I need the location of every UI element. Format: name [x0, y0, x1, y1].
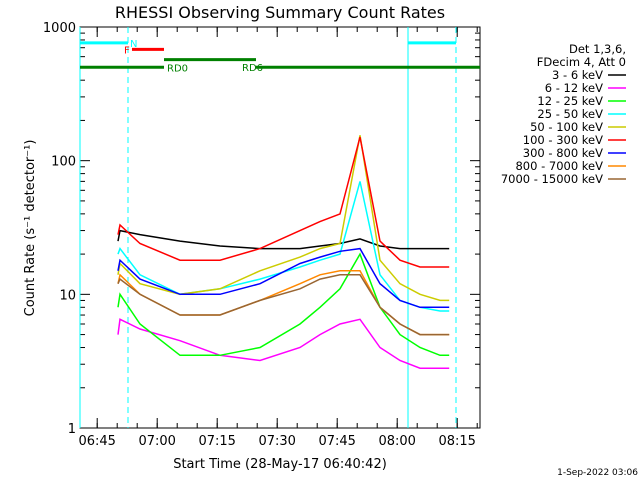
chart-title: RHESSI Observing Summary Count Rates — [115, 3, 445, 22]
series-line-6 — [117, 247, 450, 309]
legend-entry-label: 50 - 100 keV — [530, 120, 603, 134]
legend-entry-label: 25 - 50 keV — [537, 107, 603, 121]
x-tick-label: 08:15 — [438, 434, 475, 449]
series-line-0 — [117, 229, 450, 250]
legend-entry-label: 300 - 800 keV — [523, 146, 603, 160]
legend-entry-label: 7000 - 15000 keV — [501, 172, 603, 186]
y-axis-label: Count Rate (s⁻¹ detector⁻¹) — [23, 140, 38, 317]
x-tick-label: 07:15 — [198, 434, 235, 449]
legend-entry-label: 800 - 7000 keV — [515, 159, 603, 173]
footer-date: 1-Sep-2022 03:06 — [557, 468, 638, 478]
flag-label-rd6: RD6 — [242, 63, 263, 74]
series-line-7 — [117, 270, 450, 336]
flag-label-n: N — [130, 39, 137, 50]
x-tick-label: 08:00 — [378, 434, 415, 449]
y-tick-label: 10 — [59, 288, 76, 303]
legend-entry-label: 12 - 25 keV — [537, 94, 603, 108]
x-tick-label: 07:30 — [258, 434, 295, 449]
series-line-2 — [117, 252, 450, 357]
series-line-5 — [117, 136, 450, 268]
legend-entry-label: 100 - 300 keV — [523, 133, 603, 147]
legend-header: FDecim 4, Att 0 — [537, 55, 626, 69]
y-tick-label: 100 — [51, 155, 76, 170]
y-tick-label: 1 — [68, 422, 76, 437]
legend-entry-label: 3 - 6 keV — [552, 68, 603, 82]
flag-label-f: F — [124, 45, 130, 56]
series-line-4 — [117, 135, 450, 302]
legend-entry-label: 6 - 12 keV — [545, 81, 603, 95]
y-tick-label: 1000 — [43, 21, 76, 36]
series-line-8 — [117, 274, 450, 336]
x-tick-label: 06:45 — [78, 434, 115, 449]
x-tick-label: 07:00 — [138, 434, 175, 449]
legend-header: Det 1,3,6, — [569, 42, 626, 56]
x-tick-label: 07:45 — [318, 434, 355, 449]
series-line-1 — [117, 318, 450, 369]
x-axis-label: Start Time (28-May-17 06:40:42) — [173, 457, 387, 472]
flag-label-rd0: RD0 — [167, 64, 188, 75]
